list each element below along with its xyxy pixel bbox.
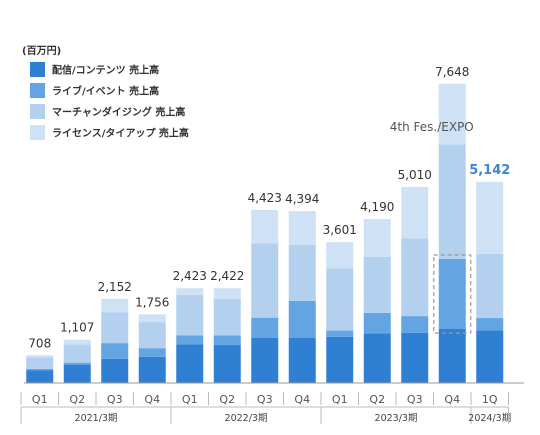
category-tick-label: Q1 [332,393,348,406]
bar-segment [26,370,54,383]
total-label: 7,648 [435,65,469,79]
total-label: 2,423 [173,269,207,283]
category-tick-label: Q3 [257,393,273,406]
bar-segment [176,344,204,383]
total-label: 3,601 [323,223,357,237]
bar-segment [251,243,279,318]
x-axis: Q1 Q2 Q3 Q4 Q1 Q2 Q3 Q4 Q1 Q2 Q3 Q4 1Q 2021/3期 2022/3期… [20,382,524,424]
bar-segment [363,257,391,313]
legend-swatch [30,62,45,77]
bar-segment [401,316,429,333]
bar-segment [138,348,166,357]
fiscal-year-label: 2021/3期 [75,413,118,424]
total-label: 5,010 [398,168,432,182]
bar-segment [476,181,504,254]
bar-segment [176,335,204,345]
bar-segment [101,312,129,344]
bar-segment [363,333,391,383]
bar-segment [363,219,391,258]
bar-segment [63,344,91,363]
bar-segment [213,298,241,336]
bar-segment [138,322,166,349]
bar-segment [288,338,316,383]
category-tick-label: Q1 [182,393,198,406]
bar-segment [438,144,466,259]
bar-segment [288,211,316,245]
category-tick-label: Q3 [407,393,423,406]
total-label: 1,756 [135,295,169,309]
category-tick-label: 1Q [482,393,498,406]
bar-segment [101,343,129,359]
bar-segment [63,362,91,366]
category-tick-label: Q2 [219,393,235,406]
bar-segment [476,318,504,331]
bar-segment [26,368,54,371]
total-label: 4,423 [248,191,282,205]
bar-segment [438,329,466,383]
bar-segment [438,83,466,145]
bar-segment [326,330,354,337]
bar-segment [251,317,279,339]
total-label: 2,152 [98,280,132,294]
bar-segment [326,336,354,383]
fiscal-year-label: 2023/3期 [375,413,418,424]
bars [26,83,504,383]
bar-segment [288,300,316,339]
category-tick-label: Q2 [69,393,85,406]
legend-swatch [30,83,45,98]
bar-segment [326,268,354,331]
annotation-box [433,254,472,334]
bar-segment [251,209,279,244]
bar-segment [401,238,429,317]
annotation: 4th Fes./EXPO [390,120,474,334]
bar-segment [26,355,54,358]
legend-label: マーチャンダイジング 売上高 [52,106,185,119]
legend-label: ライセンス/タイアップ 売上高 [52,127,189,140]
bar-segment [213,288,241,299]
total-label: 4,190 [360,200,394,214]
legend-swatch [30,104,45,119]
unit-label: (百万円) [22,45,61,57]
legend-swatch [30,125,45,140]
bar-segment [326,242,354,269]
annotation-label: 4th Fes./EXPO [390,120,474,134]
bar-segment [251,338,279,383]
bar-segment [138,356,166,383]
bar-segment [288,244,316,301]
bar-segment [26,357,54,369]
bar-segment [213,335,241,346]
total-label: 708 [28,336,51,350]
total-label: 5,142 [469,163,510,178]
bar-segment [101,298,129,313]
fiscal-year-label: 2024/3期 [468,413,511,424]
bar-segment [213,345,241,383]
bar-segment [476,253,504,319]
bar-segment [101,358,129,383]
category-tick-label: Q4 [444,393,460,406]
bar-segment [401,332,429,383]
bar-segment [138,314,166,323]
bar-segment [476,330,504,383]
category-tick-label: Q1 [32,393,48,406]
bar-segment [401,186,429,239]
fiscal-year-label: 2022/3期 [225,413,268,424]
legend-label: ライブ/イベント 売上高 [52,85,159,98]
bar-segment [63,365,91,383]
legend-label: 配信/コンテンツ 売上高 [52,64,159,77]
category-tick-label: Q2 [369,393,385,406]
total-label: 1,107 [60,321,94,335]
bar-segment [176,294,204,336]
category-tick-label: Q4 [294,393,310,406]
bar-segment [363,312,391,334]
category-tick-label: Q3 [107,393,123,406]
total-label: 4,394 [285,192,319,206]
total-label: 2,422 [210,269,244,283]
bar-segment [438,258,466,330]
bar-segment [176,288,204,295]
bar-segment [63,339,91,345]
category-tick-label: Q4 [144,393,160,406]
